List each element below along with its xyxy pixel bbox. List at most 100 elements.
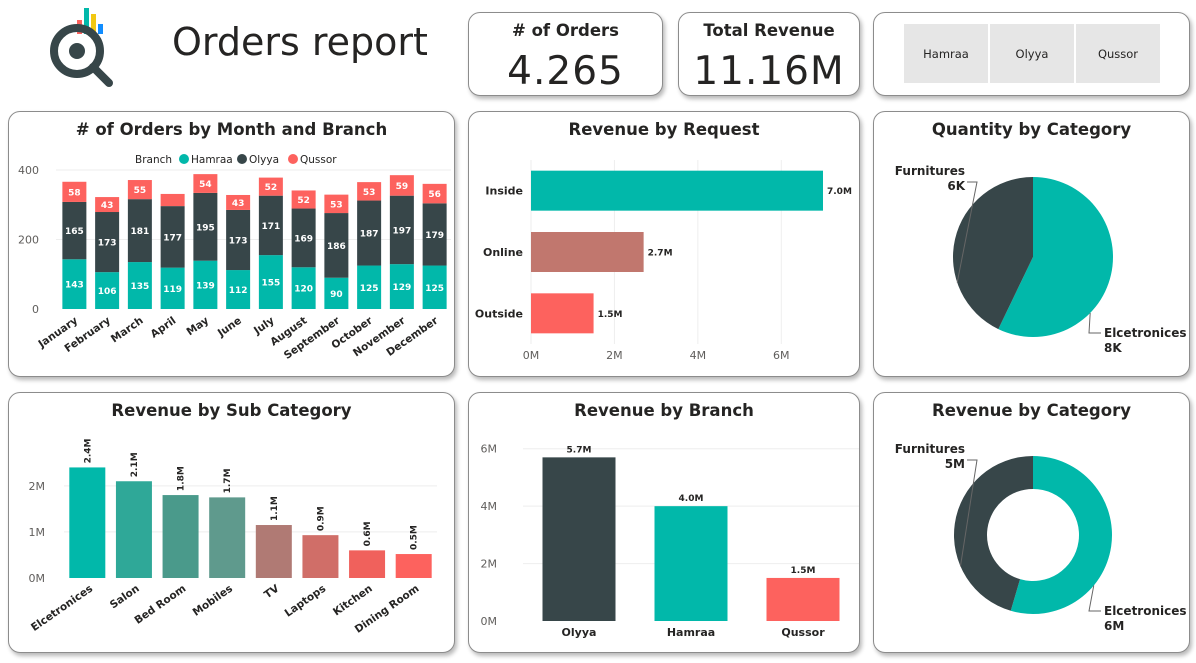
bar (531, 293, 594, 334)
data-label: 173 (98, 239, 117, 249)
bar (531, 170, 823, 211)
data-label: 187 (360, 230, 379, 240)
y-tick-label: Online (483, 246, 523, 259)
bar-segment (258, 177, 283, 196)
data-label: 54 (199, 180, 212, 190)
bar-segment (357, 200, 382, 266)
bar (654, 506, 728, 621)
data-label: 52 (297, 196, 310, 206)
data-label: 173 (229, 236, 248, 246)
bar-segment (324, 213, 349, 278)
branch-slicer: Hamraa Olyya Qussor (873, 12, 1190, 96)
data-label: 1.8M (177, 466, 187, 491)
data-label: 165 (65, 227, 84, 237)
bar-segment (193, 260, 218, 309)
chart-title: # of Orders by Month and Branch (75, 120, 388, 139)
legend-marker-olyya (237, 154, 247, 164)
data-label: 143 (65, 281, 84, 291)
data-label: 0.6M (363, 521, 373, 546)
bar-segment (127, 180, 152, 200)
bar-segment (95, 212, 120, 273)
x-tick-label: Qussor (781, 626, 825, 639)
bar-segment (357, 265, 382, 309)
data-label: 2.1M (130, 452, 140, 477)
bar-segment (160, 193, 185, 207)
data-label: 120 (294, 285, 313, 295)
data-label: 55 (134, 186, 147, 196)
slicer-button-qussor[interactable]: Qussor (1076, 24, 1160, 83)
bar-segment (291, 208, 316, 268)
analytics-search-icon (50, 8, 113, 87)
data-label: 155 (261, 279, 280, 289)
legend-marker-qussor (288, 154, 298, 164)
x-tick-label: 2M (606, 349, 623, 362)
x-tick-label: July (251, 315, 277, 338)
data-label: 135 (130, 282, 149, 292)
data-label: 53 (363, 188, 376, 198)
y-tick-label: 0M (481, 615, 498, 628)
bar-segment (422, 203, 447, 266)
data-label: 139 (196, 281, 215, 291)
x-tick-label: 4M (690, 349, 707, 362)
bar-segment (389, 175, 414, 196)
revenue-by-category-card: Revenue by Category Elcetronices 6M Furnit… (873, 392, 1190, 653)
kpi-orders-card: # of Orders 4.265 (468, 12, 663, 96)
data-label: 53 (330, 200, 343, 210)
data-label: 106 (98, 287, 117, 297)
slicer-button-hamraa[interactable]: Hamraa (904, 24, 988, 83)
data-label: 125 (425, 284, 444, 294)
legend-label-hamraa: Hamraa (191, 154, 233, 166)
bar (531, 232, 644, 272)
x-tick-label: April (149, 315, 179, 341)
revenue-by-branch-card: Revenue by Branch 0M 2M 4M 6M 5.7M Olyya 4.0M H… (468, 392, 860, 653)
y-tick-label: Inside (485, 185, 523, 198)
revenue-by-request-card: Revenue by Request 0M 2M 4M 6M Inside 7.0M Onl… (468, 111, 860, 377)
bar-segment (258, 195, 283, 256)
bar-segment (389, 264, 414, 309)
slice-value-label: 8K (1104, 341, 1122, 355)
bar (255, 525, 292, 578)
y-tick-label: 400 (18, 164, 39, 177)
bar (115, 481, 152, 578)
y-tick-label: 6M (481, 443, 498, 456)
data-label: 2.4M (83, 438, 93, 463)
kpi-revenue-value: 11.16M (693, 49, 845, 94)
slice-value-label: 5M (945, 457, 965, 471)
orders-by-month-card: # of Orders by Month and Branch Branch Ha… (8, 111, 455, 377)
bar-segment (291, 190, 316, 209)
slice-name-label: Furnitures (895, 442, 965, 456)
slice-value-label: 6M (1104, 619, 1124, 633)
data-label: 0.5M (410, 525, 420, 550)
quantity-by-category-card: Quantity by Category Elcetronices 8K Furni… (873, 111, 1190, 377)
y-tick-label: 0 (32, 303, 39, 316)
x-tick-label: March (109, 315, 146, 346)
y-tick-label: 2M (29, 480, 46, 493)
chart-title: Revenue by Request (568, 120, 760, 139)
data-label: 1.5M (598, 310, 623, 320)
bar-segment (389, 195, 414, 265)
x-tick-label: Mobiles (191, 583, 235, 619)
y-tick-label: 0M (29, 572, 46, 585)
bar (766, 577, 840, 621)
x-tick-label: Elcetronices (29, 583, 95, 634)
x-tick-label: 0M (523, 349, 540, 362)
data-label: 43 (232, 199, 245, 209)
data-label: 1.7M (223, 468, 233, 493)
bar-segment (422, 265, 447, 309)
data-label: 125 (360, 284, 379, 294)
bar-segment (160, 267, 185, 309)
data-label: 179 (425, 231, 444, 241)
slicer-button-olyya[interactable]: Olyya (990, 24, 1074, 83)
slice-elcetronices (998, 177, 1113, 337)
data-label: 169 (294, 234, 313, 244)
bar-segment (357, 182, 382, 201)
legend-title: Branch (135, 154, 172, 166)
data-label: 7.0M (827, 187, 852, 197)
data-label: 129 (392, 283, 411, 293)
x-tick-label: Hamraa (667, 626, 715, 639)
data-label: 177 (163, 233, 182, 243)
leader-line (1088, 585, 1101, 612)
data-label: 58 (68, 188, 81, 198)
